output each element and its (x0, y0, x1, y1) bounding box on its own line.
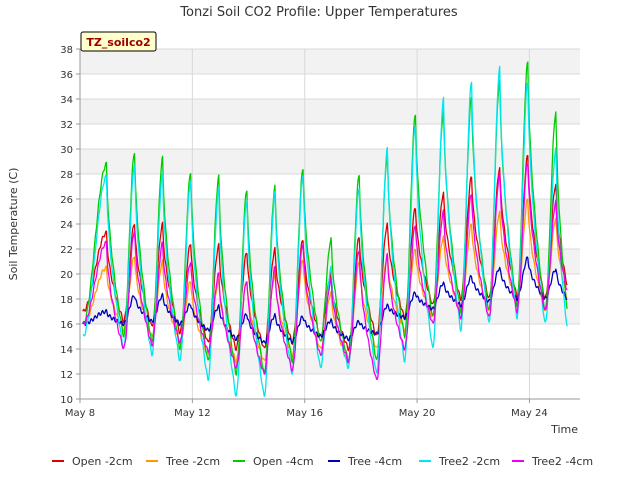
y-tick-label: 20 (60, 270, 73, 281)
y-tick-label: 24 (60, 220, 73, 231)
x-tick-label: May 16 (286, 408, 323, 419)
y-tick-labels: 10 12 14 16 18 20 22 24 26 28 30 32 34 36 38 (60, 45, 80, 406)
legend-label-tree2-4cm: Tree2 -4cm (531, 455, 593, 468)
grid-band (80, 99, 580, 124)
grid-band (80, 149, 580, 174)
y-tick-label: 10 (60, 395, 73, 406)
y-tick-label: 28 (60, 170, 73, 181)
grid-band (80, 299, 580, 324)
x-tick-label: May 24 (511, 408, 548, 419)
y-tick-label: 18 (60, 295, 73, 306)
y-tick-label: 16 (60, 320, 73, 331)
legend-label-tree2-2cm: Tree2 -2cm (438, 455, 500, 468)
x-axis-label: Time (550, 423, 578, 436)
x-tick-label: May 20 (399, 408, 436, 419)
legend-label-tree-2cm: Tree -2cm (165, 455, 220, 468)
y-tick-label: 38 (60, 45, 73, 56)
x-tick-label: May 12 (174, 408, 211, 419)
y-tick-label: 30 (60, 145, 73, 156)
legend: Open -2cm Tree -2cm Open -4cm Tree -4cm Tree… (52, 455, 593, 468)
site-badge-box (80, 31, 157, 52)
y-tick-label: 22 (60, 245, 73, 256)
grid-band (80, 349, 580, 374)
chart-title: Tonzi Soil CO2 Profile: Upper Temperatur… (179, 5, 458, 20)
grid-band (80, 49, 580, 74)
y-tick-label: 14 (60, 345, 73, 356)
y-tick-label: 32 (60, 120, 73, 131)
series-line-tree2-4cm (82, 162, 568, 381)
x-tick-labels: May 8 May 12 May 16 May 20 May 24 (65, 399, 548, 419)
x-tick-label: May 8 (65, 408, 95, 419)
y-tick-label: 34 (60, 95, 73, 106)
y-tick-label: 12 (60, 370, 73, 381)
site-badge: TZ_soilco2 (80, 31, 157, 52)
legend-label-tree-4cm: Tree -4cm (347, 455, 402, 468)
legend-label-open-4cm: Open -4cm (253, 455, 314, 468)
legend-label-open-2cm: Open -2cm (72, 455, 133, 468)
y-tick-label: 26 (60, 195, 73, 206)
site-badge-label: TZ_soilco2 (86, 36, 150, 49)
series-layer (82, 61, 568, 397)
y-tick-label: 36 (60, 70, 73, 81)
y-axis-label: Soil Temperature (C) (7, 168, 20, 281)
